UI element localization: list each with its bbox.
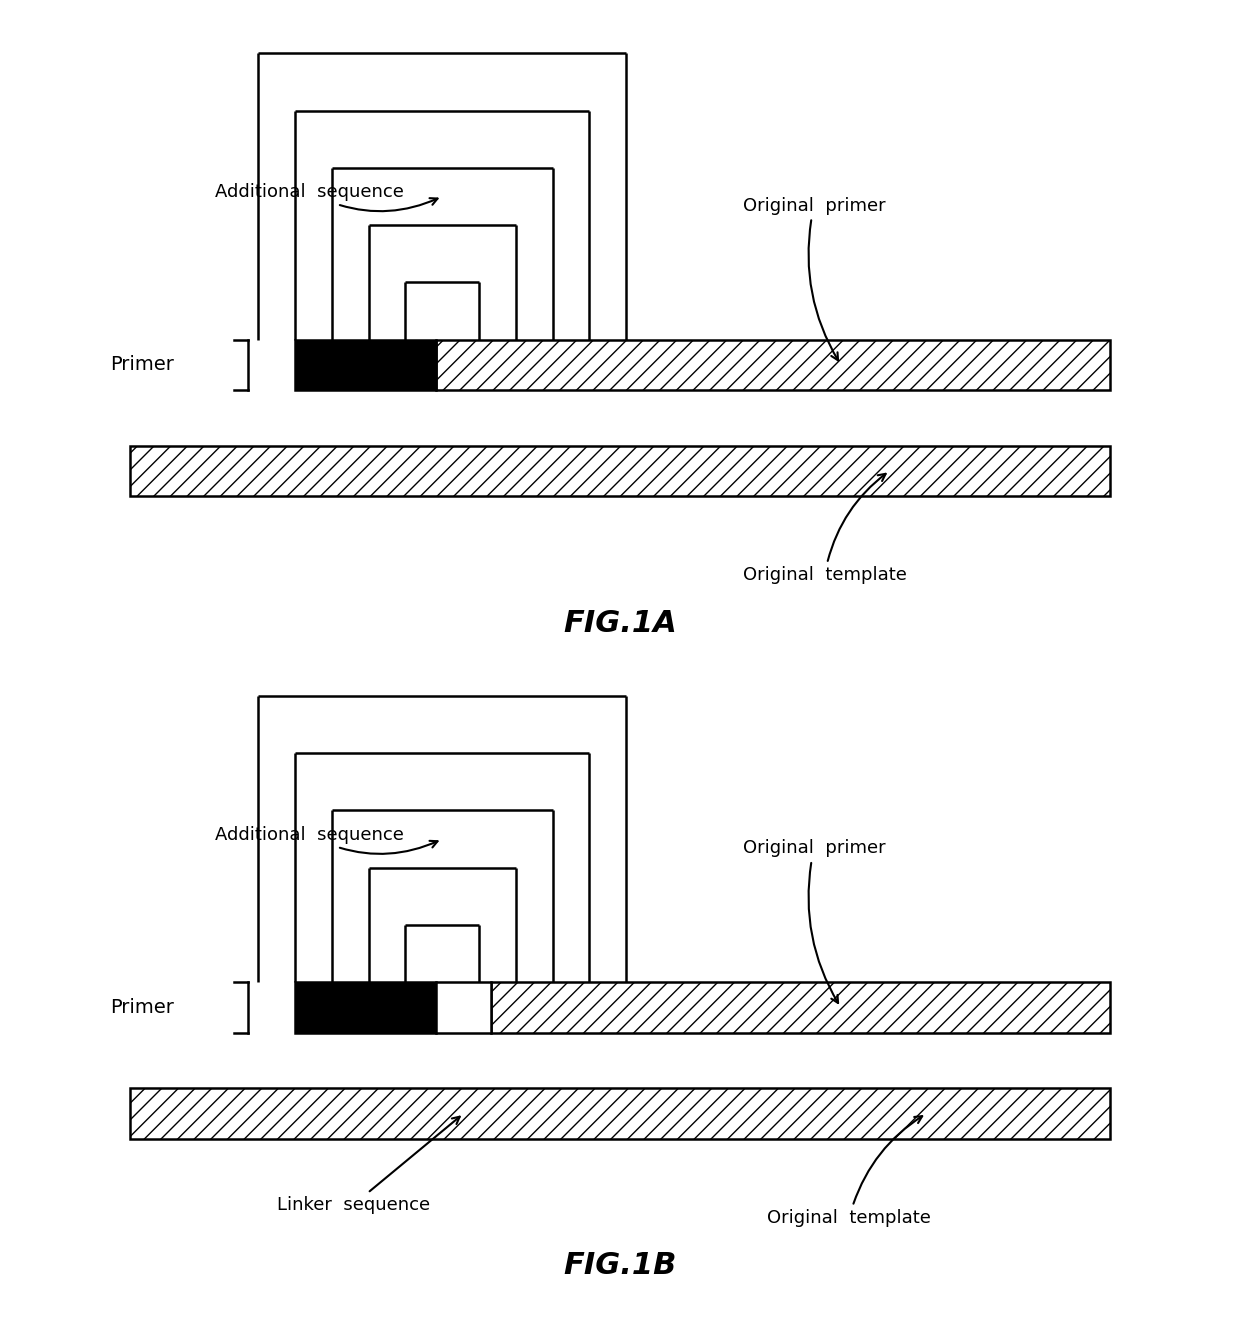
Text: Primer: Primer: [110, 355, 174, 374]
Text: FIG.1A: FIG.1A: [563, 609, 677, 637]
Text: Original  template: Original template: [768, 1117, 931, 1227]
Bar: [436, 340, 1111, 390]
Text: Linker  sequence: Linker sequence: [277, 1117, 460, 1214]
Text: FIG.1B: FIG.1B: [563, 1252, 677, 1280]
Bar: [129, 1089, 1111, 1138]
Text: Primer: Primer: [110, 998, 174, 1016]
Text: Original  primer: Original primer: [743, 197, 885, 360]
Text: Original  primer: Original primer: [743, 840, 885, 1003]
Bar: [129, 446, 1111, 495]
Text: Additional  sequence: Additional sequence: [216, 826, 438, 854]
Text: Additional  sequence: Additional sequence: [216, 183, 438, 212]
Bar: [436, 983, 491, 1032]
Bar: [491, 983, 1111, 1032]
Bar: [295, 983, 436, 1032]
Text: Original  template: Original template: [743, 474, 906, 584]
Bar: [295, 340, 436, 390]
